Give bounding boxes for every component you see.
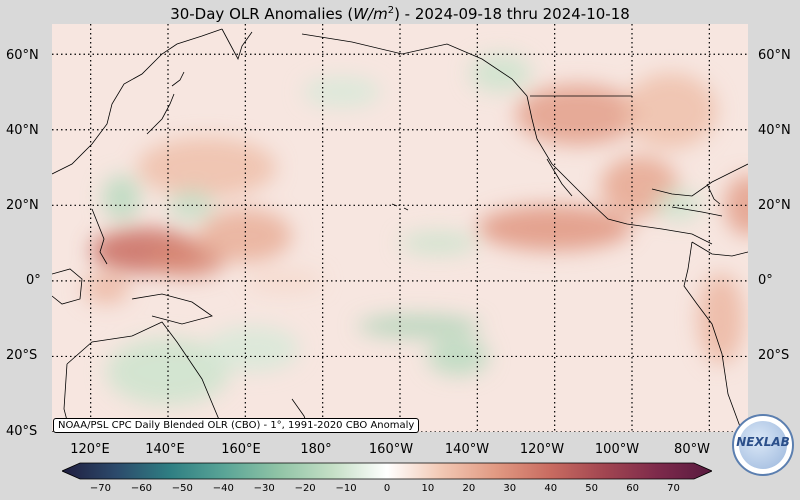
logo-text: NEXLAB [736,435,790,449]
anomaly-blob [168,190,215,221]
lat-label-60n-right: 60°N [758,48,791,63]
coastline-east-asia [52,28,223,175]
graticule [52,24,748,432]
coastline-new-guinea [131,293,213,325]
data-source-credit: NOAA/PSL CPC Daily Blended OLR (CBO) - 1… [53,418,420,433]
olr-anomaly-map [52,24,748,432]
lon-label-80w: 80°W [674,442,710,457]
colorbar-tick-label: 20 [462,483,476,494]
colorbar-tick-label: 0 [383,483,391,494]
colorbar-tick-label: −30 [253,483,275,494]
colorbar-tick-label: 40 [544,483,558,494]
lat-label-60n-left: 60°N [6,48,39,63]
coastline-alaska [301,33,528,97]
anomaly-blob [82,273,130,304]
colorbar-tick-label: −10 [335,483,357,494]
lon-label-100w: 100°W [594,442,640,457]
anomaly-blob [137,137,277,198]
coastlines [52,28,748,432]
coastline-japan [146,71,185,135]
lon-label-140e: 140°E [145,442,185,457]
anomaly-blob [516,84,640,145]
anomaly-blob [697,273,745,364]
colorbar-tick-label: 60 [626,483,639,494]
lon-label-120w: 120°W [519,442,565,457]
anomaly-blob [357,314,482,338]
lat-label-40n-right: 40°N [758,123,791,138]
colorbar-tick-label: 10 [421,483,435,494]
lat-label-40s-left: 40°S [6,424,38,439]
anomaly-blob [400,231,478,255]
lon-label-160w: 160°W [368,442,414,457]
anomaly-blob [206,326,300,372]
colorbar-tick-label: −50 [171,483,193,494]
title-suffix: ) - 2024-09-18 thru 2024-10-18 [394,5,630,23]
coastline-philippines [91,208,108,265]
coastline-north-america-west [526,95,713,245]
lat-label-20n-right: 20°N [758,198,791,213]
anomaly-blob [245,269,323,293]
lat-label-40n-left: 40°N [6,123,39,138]
colorbar-bar [62,462,712,480]
map-title: 30-Day OLR Anomalies (W/m2) - 2024-09-18… [0,0,800,24]
lon-label-180: 180° [300,442,332,457]
coastline-baja [546,158,573,197]
logo-globe [739,421,787,469]
anomaly-blob [303,76,381,108]
coastline-borneo [52,268,83,305]
title-unit-exponent: 2 [387,5,395,16]
colorbar-tick-label: 50 [585,483,599,494]
colorbar-tick-label: −40 [212,483,234,494]
title-prefix: 30-Day OLR Anomalies ( [170,5,354,23]
lat-label-eq-left: 0° [26,273,41,288]
coastline-florida [706,183,721,205]
lat-label-20n-left: 20°N [6,198,39,213]
lat-label-20s-right: 20°S [758,348,790,363]
map-canvas [52,24,748,432]
coastline-south-america [683,241,748,432]
lon-label-140w: 140°W [444,442,490,457]
coastline-cuba [671,206,723,217]
lat-label-20s-left: 20°S [6,348,38,363]
colorbar-tick-label: −20 [294,483,316,494]
anomaly-blob [624,73,718,149]
anomaly-blob [469,54,532,92]
coastline-gulf-mexico [651,163,748,197]
nexlab-logo[interactable]: NEXLAB [732,414,794,476]
colorbar-tick-label: −60 [130,483,152,494]
lon-label-160e: 160°E [221,442,261,457]
colorbar-tick-label: 70 [667,483,680,494]
colorbar-tick-label: 30 [503,483,517,494]
colorbar [62,462,712,480]
coastline-kamchatka [221,28,253,61]
lat-label-eq-right: 0° [758,273,773,288]
lon-label-120e: 120°E [70,442,110,457]
title-unit: W/m [353,5,388,23]
anomaly-blob [102,175,141,221]
colorbar-tick-label: −70 [89,483,111,494]
